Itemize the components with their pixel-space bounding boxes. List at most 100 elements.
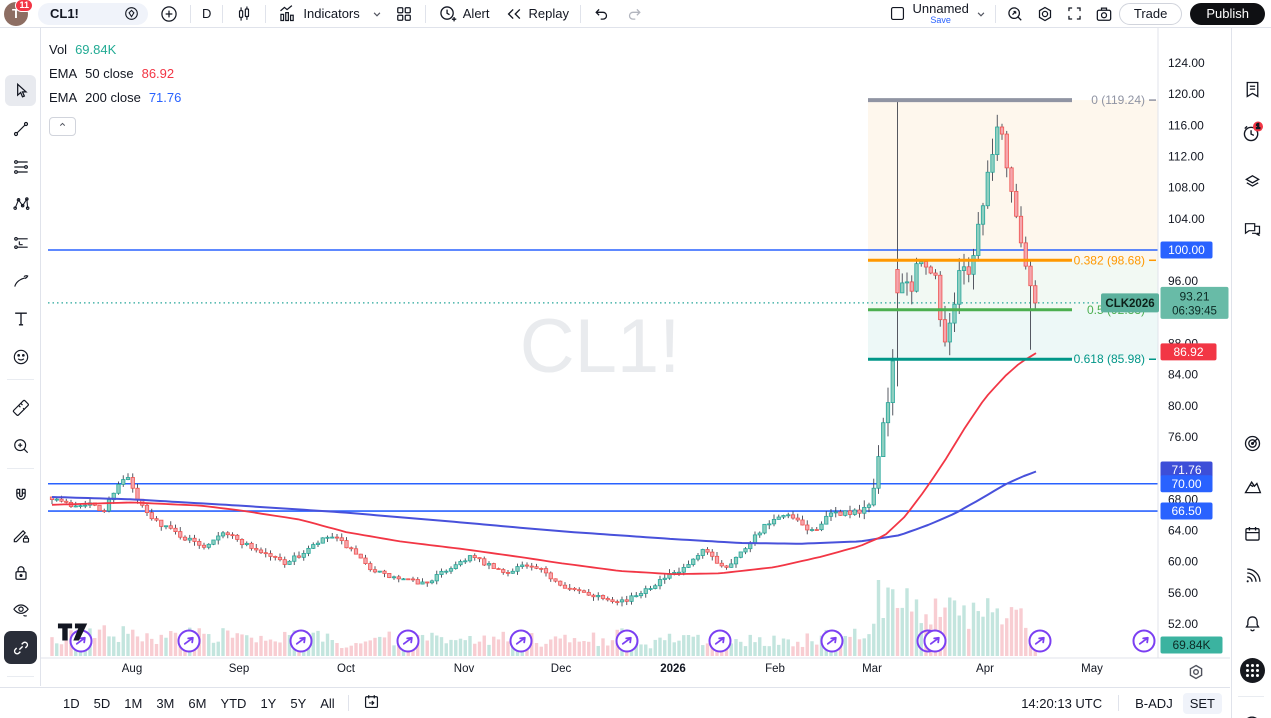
contract-rollover-icon[interactable] [1132, 629, 1156, 653]
settings-button[interactable] [1030, 2, 1060, 26]
text-tool-button[interactable] [5, 303, 36, 334]
layout-name-save[interactable]: Unnamed Save [911, 2, 971, 25]
quick-search-button[interactable] [1000, 2, 1030, 26]
eye-icon [12, 603, 29, 617]
contract-rollover-icon[interactable] [615, 629, 639, 653]
emoji-tool-button[interactable] [5, 341, 36, 372]
range-6m-button[interactable]: 6M [181, 693, 213, 714]
lock-all-drawings-button[interactable] [5, 557, 36, 588]
redo-button[interactable] [618, 2, 651, 26]
legend-volume-row[interactable]: Vol 69.84K [49, 42, 181, 66]
month-label-Sep: Sep [229, 663, 249, 675]
fib-label-0: 0 (119.24) [1091, 93, 1145, 107]
calendar-go-icon [364, 695, 378, 709]
layout-select-button[interactable] [884, 2, 911, 26]
publish-button[interactable]: Publish [1190, 2, 1265, 25]
price-chart-canvas[interactable]: CL1!0 (119.24)0.382 (98.68)0.5 (92.33)0.… [41, 28, 1230, 686]
next-contract-label[interactable]: CLK2026 [1101, 293, 1159, 313]
drawing-mode-lock-button[interactable] [5, 519, 36, 550]
range-all-button[interactable]: All [313, 693, 341, 714]
apps-grid-button[interactable] [1237, 655, 1267, 685]
range-5d-button[interactable]: 5D [87, 693, 118, 714]
ema200-line [51, 470, 1037, 545]
layers-icon [1244, 174, 1260, 187]
ema50-name: EMA [49, 66, 78, 81]
range-1m-button[interactable]: 1M [117, 693, 149, 714]
layout-dropdown-chevron[interactable] [971, 2, 991, 26]
ema50-params: 50 close [85, 66, 134, 81]
svg-text:CL1!: CL1! [520, 304, 681, 389]
news-button[interactable] [1237, 561, 1267, 591]
apps-grid-icon [1239, 657, 1265, 683]
ema50-value: 86.92 [141, 66, 175, 81]
trade-button[interactable]: Trade [1118, 2, 1183, 25]
contract-rollover-icon[interactable] [1028, 629, 1052, 653]
adjustment-toggle[interactable]: B-ADJ [1135, 695, 1173, 711]
chat-button[interactable] [1237, 213, 1267, 243]
chart-type-button[interactable] [227, 2, 261, 26]
range-1d-button[interactable]: 1D [56, 693, 87, 714]
svg-text:66.50: 66.50 [1171, 504, 1201, 518]
session-toggle[interactable]: SET [1182, 692, 1222, 714]
svg-text:70.00: 70.00 [1171, 477, 1201, 491]
contract-rollover-icon[interactable] [177, 629, 201, 653]
snapshot-button[interactable] [1089, 2, 1119, 26]
fib-retracement-tool-button[interactable] [5, 151, 36, 182]
fib-label-0.382: 0.382 (98.68) [1074, 253, 1145, 267]
calendar-button[interactable] [1237, 518, 1267, 548]
xabcd-pattern-icon [12, 196, 29, 210]
pattern-tool-button[interactable] [5, 188, 36, 219]
legend-ema200-row[interactable]: EMA 200 close 71.76 [49, 90, 181, 114]
range-1y-button[interactable]: 1Y [253, 693, 283, 714]
measure-tool-button[interactable] [5, 392, 36, 423]
contract-rollover-icon[interactable] [396, 629, 420, 653]
screener-button[interactable] [1237, 428, 1267, 458]
legend-ema50-row[interactable]: EMA 50 close 86.92 [49, 66, 181, 90]
goto-date-button[interactable] [355, 689, 388, 717]
indicators-dropdown-chevron[interactable] [367, 2, 387, 26]
magnet-mode-button[interactable] [5, 480, 36, 511]
watchlist-button[interactable] [1237, 74, 1267, 104]
contract-rollover-icon[interactable] [509, 629, 533, 653]
text-icon [14, 312, 27, 325]
hide-drawings-button[interactable] [5, 594, 36, 625]
contract-rollover-icon[interactable] [820, 629, 844, 653]
user-avatar[interactable]: T 11 [4, 0, 33, 26]
help-button[interactable] [1237, 710, 1267, 718]
interval-button[interactable]: D [195, 2, 218, 26]
object-tree-button[interactable] [1237, 166, 1267, 196]
indicators-button[interactable]: Indicators [270, 2, 366, 26]
price-tick: 76.00 [1168, 430, 1198, 444]
notifications-button[interactable] [1237, 608, 1267, 638]
legend-collapse-button[interactable] [49, 117, 76, 136]
price-tick: 124.00 [1168, 56, 1205, 70]
range-5y-button[interactable]: 5Y [283, 693, 313, 714]
axis-settings-gear-icon[interactable] [1189, 664, 1203, 680]
alerts-panel-button[interactable]: 1 [1237, 118, 1267, 148]
alert-button[interactable]: Alert [430, 2, 497, 26]
ema200-value: 71.76 [148, 90, 182, 105]
cursor-tool-button[interactable] [5, 75, 36, 106]
trend-line-tool-button[interactable] [5, 113, 36, 144]
contract-rollover-icon[interactable] [289, 629, 313, 653]
ideas-button[interactable] [1237, 471, 1267, 501]
undo-button[interactable] [585, 2, 618, 26]
tradingview-logo[interactable] [57, 622, 91, 647]
symbol-search-box[interactable]: CL1! [38, 2, 148, 25]
chart-pane[interactable]: CL1!0 (119.24)0.382 (98.68)0.5 (92.33)0.… [41, 28, 1230, 686]
compare-add-symbol-button[interactable] [152, 2, 186, 26]
indicator-templates-button[interactable] [387, 2, 421, 26]
range-3m-button[interactable]: 3M [149, 693, 181, 714]
fullscreen-button[interactable] [1060, 2, 1089, 26]
save-layout-link[interactable]: Save [930, 15, 951, 25]
sync-drawings-button[interactable] [4, 631, 37, 664]
candles [49, 100, 1038, 607]
contract-rollover-icon[interactable] [708, 629, 732, 653]
brush-tool-button[interactable] [5, 266, 36, 297]
zoom-in-tool-button[interactable] [5, 430, 36, 461]
replay-button[interactable]: Replay [497, 2, 576, 26]
contract-rollover-icon[interactable] [916, 629, 947, 653]
clock-utc[interactable]: 14:20:13 UTC [1021, 695, 1103, 711]
range-ytd-button[interactable]: YTD [213, 693, 253, 714]
position-tool-button[interactable] [5, 227, 36, 258]
